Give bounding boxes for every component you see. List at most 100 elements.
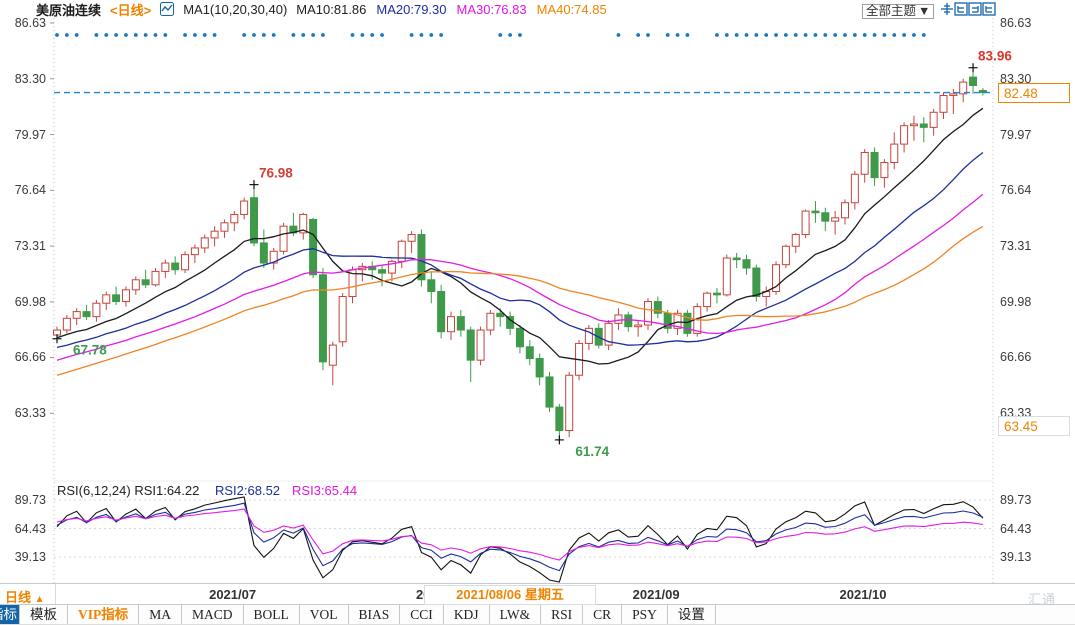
candle-down[interactable] [821,212,830,222]
candle-up[interactable] [269,250,278,264]
period-label[interactable]: <日线> [110,2,152,18]
candle-down[interactable] [624,314,633,328]
tab-VOL[interactable]: VOL [300,605,349,624]
pan-left-edge-icon[interactable] [954,2,969,16]
candle-up[interactable] [407,234,416,242]
tab-模板[interactable]: 模板 [20,605,68,624]
candle-up[interactable] [614,314,623,324]
tab-MA[interactable]: MA [139,605,183,624]
candle-up[interactable] [338,296,347,343]
candle-up[interactable] [880,162,889,179]
candle-up[interactable] [328,344,337,366]
candle-up[interactable] [92,302,101,318]
candle-up[interactable] [447,316,455,333]
theme-select-button[interactable]: 全部主题 ▼ [862,4,935,19]
candle-down[interactable] [171,262,180,271]
candle-up[interactable] [850,173,859,204]
candle-down[interactable] [870,151,879,179]
candle-down[interactable] [456,316,465,331]
candle-down[interactable] [535,358,544,378]
tab-指标[interactable]: 指标 [0,605,20,624]
candle-down[interactable] [417,234,426,281]
candle-up[interactable] [476,329,485,361]
tab-VIP指标[interactable]: VIP指标 [68,605,140,624]
candle-up[interactable] [703,292,712,308]
candle-up[interactable] [772,264,781,293]
candle-down[interactable] [466,329,475,361]
tab-设置[interactable]: 设置 [668,605,716,624]
candle-up[interactable] [909,123,918,127]
candle-up[interactable] [121,289,130,303]
candle-up[interactable] [939,95,948,113]
candle-up[interactable] [299,213,308,234]
crosshair-icon[interactable] [940,2,954,16]
candle-up[interactable] [131,279,140,291]
candle-down[interactable] [978,90,987,94]
shift-right-icon[interactable] [982,2,997,16]
candle-down[interactable] [82,311,91,318]
candle-up[interactable] [210,230,219,239]
candle-down[interactable] [112,294,121,303]
candle-up[interactable] [604,322,613,346]
candle-up[interactable] [673,312,682,329]
candle-up[interactable] [102,294,111,304]
candle-up[interactable] [841,202,849,219]
kline-chart-icon[interactable] [160,2,175,16]
candle-up[interactable] [890,143,899,164]
candle-up[interactable] [279,225,288,252]
candle-down[interactable] [309,218,318,276]
candle-up[interactable] [486,312,495,331]
candle-down[interactable] [259,242,268,264]
candle-up[interactable] [240,200,249,215]
tab-CCI[interactable]: CCI [400,605,444,624]
candle-up[interactable] [959,81,968,95]
candle-down[interactable] [683,312,692,334]
tab-RSI[interactable]: RSI [541,605,584,624]
candle-up[interactable] [900,125,909,145]
candle-up[interactable] [62,317,71,331]
candle-up[interactable] [722,257,731,296]
candle-up[interactable] [200,237,209,249]
candle-up[interactable] [831,217,840,222]
tab-MACD[interactable]: MACD [182,605,244,624]
candle-down[interactable] [545,376,554,408]
candle-down[interactable] [919,123,928,128]
candle-up[interactable] [801,210,810,236]
candle-down[interactable] [525,346,534,360]
candle-down[interactable] [378,269,387,274]
candle-down[interactable] [555,406,564,432]
timeframe-button[interactable]: 日线 ▲ [5,587,45,606]
tab-PSY[interactable]: PSY [622,605,668,624]
pan-right-edge-icon[interactable] [968,2,983,16]
candle-down[interactable] [506,316,515,329]
candle-up[interactable] [584,327,593,344]
candle-up[interactable] [387,260,396,274]
candle-down[interactable] [496,312,505,318]
candle-down[interactable] [732,257,741,261]
candle-up[interactable] [190,247,199,256]
candle-down[interactable] [811,210,820,214]
candle-up[interactable] [860,151,869,175]
candle-down[interactable] [653,301,662,314]
candle-down[interactable] [752,267,761,298]
candle-up[interactable] [634,324,643,328]
tab-KDJ[interactable]: KDJ [444,605,490,624]
candle-down[interactable] [318,274,327,363]
candle-down[interactable] [515,327,524,348]
tab-CR[interactable]: CR [583,605,623,624]
tab-BOLL[interactable]: BOLL [244,605,300,624]
candle-up[interactable] [781,245,790,266]
candle-up[interactable] [644,301,652,326]
candle-down[interactable] [742,259,751,269]
candle-up[interactable] [161,262,170,272]
candle-up[interactable] [181,254,190,271]
candle-down[interactable] [969,76,978,86]
candle-up[interactable] [791,234,800,247]
candle-up[interactable] [72,311,81,319]
candle-down[interactable] [437,291,446,333]
candle-up[interactable] [565,374,574,432]
candle-up[interactable] [949,93,958,97]
candle-up[interactable] [230,213,239,224]
candle-down[interactable] [427,279,436,293]
